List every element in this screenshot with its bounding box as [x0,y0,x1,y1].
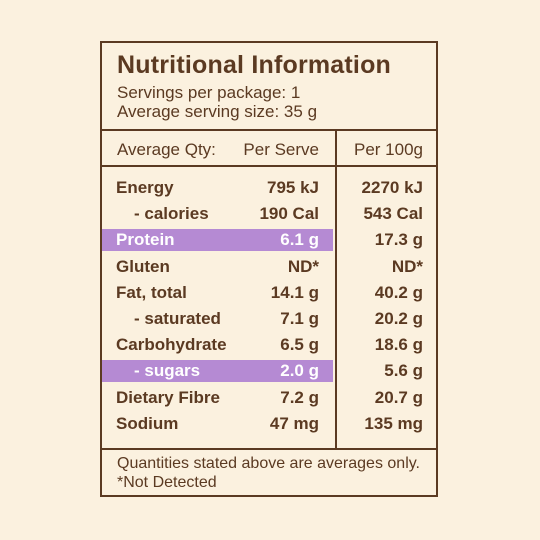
divider-bottom [102,448,436,450]
nutrient-row: Protein 6.1 g 17.3 g [102,228,436,252]
per-100g-value: ND* [391,257,423,276]
nutrient-label: Gluten [116,257,170,276]
nutrient-label: Fat, total [116,283,187,302]
nutrient-row: Fat, total 14.1 g 40.2 g [102,281,436,305]
nutrient-label: Protein [116,230,175,249]
nutrient-label: - sugars [134,361,201,380]
per-serve-value: 6.5 g [280,335,319,354]
per-serve-value: 6.1 g [280,230,319,249]
nutrient-label: Energy [116,178,174,197]
per-100g-value: 5.6 g [384,361,423,380]
header-average-qty: Average Qty: [117,140,216,159]
footnote-not-detected: *Not Detected [117,474,217,491]
per-100g-value: 543 Cal [363,204,423,223]
nutrient-label: - calories [134,204,209,223]
per-100g-value: 40.2 g [374,283,423,302]
serving-size: Average serving size: 35 g [117,102,318,121]
servings-per-package: Servings per package: 1 [117,83,301,102]
nutrient-label: Dietary Fibre [116,388,220,407]
per-serve-value: 47 mg [269,414,319,433]
nutrient-row: Dietary Fibre 7.2 g 20.7 g [102,386,436,410]
divider-header [102,165,436,167]
highlight-bar [102,360,333,382]
per-serve-value: 14.1 g [270,283,319,302]
panel-title: Nutritional Information [117,51,392,79]
nutrient-row: Energy 795 kJ 2270 kJ [102,176,436,200]
per-100g-value: 20.2 g [374,309,423,328]
nutrient-label: - saturated [134,309,221,328]
per-100g-value: 17.3 g [374,230,423,249]
header-per-serve: Per Serve [243,140,319,159]
nutrient-row: Gluten ND* ND* [102,255,436,279]
per-serve-value: 7.2 g [280,388,319,407]
per-100g-value: 2270 kJ [361,178,423,197]
divider-top [102,129,436,131]
nutrient-row: - saturated 7.1 g 20.2 g [102,307,436,331]
per-serve-value: 190 Cal [259,204,319,223]
nutrient-row: - sugars 2.0 g 5.6 g [102,359,436,383]
header-per-100g: Per 100g [354,140,423,159]
nutrition-panel: Nutritional Information Servings per pac… [100,41,438,497]
column-divider [335,130,337,450]
per-serve-value: 7.1 g [280,309,319,328]
per-serve-value: 795 kJ [267,178,319,197]
per-100g-value: 135 mg [364,414,423,433]
nutrient-label: Sodium [116,414,179,433]
nutrient-row: Sodium 47 mg 135 mg [102,412,436,436]
nutrient-label: Carbohydrate [116,335,227,354]
per-serve-value: 2.0 g [280,361,319,380]
per-100g-value: 18.6 g [374,335,423,354]
nutrient-row: - calories 190 Cal 543 Cal [102,202,436,226]
per-serve-value: ND* [287,257,319,276]
per-100g-value: 20.7 g [374,388,423,407]
nutrient-row: Carbohydrate 6.5 g 18.6 g [102,333,436,357]
footnote-averages: Quantities stated above are averages onl… [117,455,420,472]
highlight-bar [102,229,333,251]
